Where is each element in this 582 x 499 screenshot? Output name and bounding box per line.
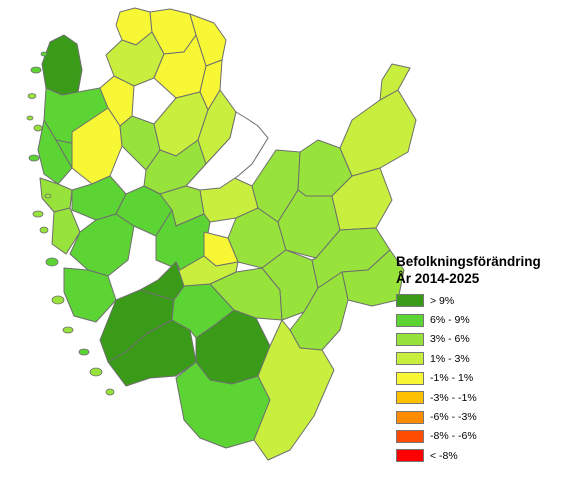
coastal-islands — [26, 51, 115, 396]
legend-item: < -8% — [396, 446, 576, 465]
legend-title: Befolkningsförändring — [396, 254, 541, 269]
legend-item: 3% - 6% — [396, 330, 576, 349]
municipality-region — [51, 207, 81, 255]
legend-swatch — [396, 391, 424, 405]
legend-swatch — [396, 352, 424, 366]
municipality-region — [253, 319, 335, 461]
legend-label: 1% - 3% — [430, 352, 470, 365]
legend-item: 6% - 9% — [396, 310, 576, 329]
legend-label: -6% - -3% — [430, 411, 477, 424]
municipality-region — [379, 63, 411, 101]
island — [39, 226, 49, 234]
municipality-region — [69, 213, 135, 277]
legend-swatch — [396, 313, 424, 327]
municipality-region — [175, 255, 239, 287]
legend-item: -1% - 1% — [396, 369, 576, 388]
island — [40, 51, 48, 57]
lake-vanern — [185, 111, 269, 191]
legend-item: 1% - 3% — [396, 349, 576, 368]
legend-label: > 9% — [430, 294, 455, 307]
legend-item: -8% - -6% — [396, 427, 576, 446]
municipality-region — [107, 319, 197, 387]
municipality-region — [63, 267, 117, 323]
island — [45, 257, 59, 267]
municipality-region — [341, 249, 405, 307]
island — [27, 93, 37, 99]
legend-item: -3% - -1% — [396, 388, 576, 407]
legend-items: > 9% 6% - 9% 3% - 6% 1% - 3% -1% - 1% -3… — [396, 291, 576, 466]
municipality-regions — [37, 7, 417, 461]
legend-swatch — [396, 410, 424, 424]
island — [51, 295, 65, 305]
legend-label: < -8% — [430, 449, 458, 462]
legend-subtitle: År 2014-2025 — [396, 271, 480, 286]
legend-item: -6% - -3% — [396, 407, 576, 426]
legend-label: 3% - 6% — [430, 333, 470, 346]
island — [62, 326, 74, 334]
legend-item: > 9% — [396, 291, 576, 310]
island — [78, 348, 90, 356]
island — [44, 193, 52, 199]
island — [105, 388, 115, 396]
legend-swatch — [396, 332, 424, 346]
island — [28, 154, 40, 162]
legend-label: 6% - 9% — [430, 314, 470, 327]
municipality-region — [41, 34, 83, 96]
lake — [185, 111, 269, 191]
legend-label: -3% - -1% — [430, 391, 477, 404]
island — [89, 367, 103, 377]
island — [33, 124, 43, 132]
legend-swatch — [396, 371, 424, 385]
map-legend: Befolkningsförändring År 2014-2025 > 9% … — [396, 253, 576, 466]
island — [32, 210, 44, 218]
legend-swatch — [396, 294, 424, 308]
island — [26, 115, 34, 121]
legend-label: -1% - 1% — [430, 372, 474, 385]
municipality-region — [339, 89, 417, 177]
legend-swatch — [396, 429, 424, 443]
legend-swatch — [396, 449, 424, 463]
legend-label: -8% - -6% — [430, 430, 477, 443]
island — [30, 66, 42, 74]
